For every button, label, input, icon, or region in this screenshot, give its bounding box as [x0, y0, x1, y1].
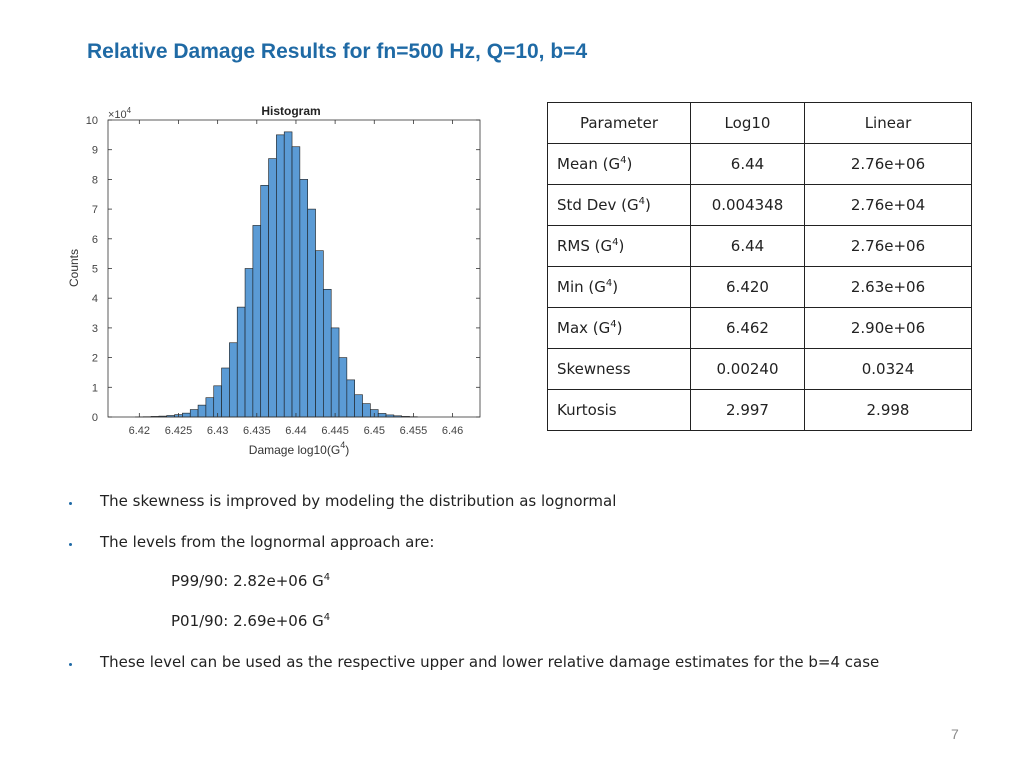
histogram-bar — [260, 185, 269, 418]
table-row: Kurtosis 2.997 2.998 — [547, 389, 972, 431]
parameter-name-cell: Mean (G4) — [547, 143, 691, 185]
table-row: Max (G4) 6.462 2.90e+06 — [547, 307, 972, 349]
linear-value-cell: 2.90e+06 — [804, 307, 972, 349]
y-tick-label: 8 — [92, 174, 98, 186]
p99-level: P99/90: 2.82e+06 G4 — [171, 572, 331, 590]
histogram-bar — [346, 379, 355, 418]
linear-value-cell: 2.998 — [804, 389, 972, 431]
bullet-levels: The levels from the lognormal approach a… — [100, 533, 435, 551]
parameter-name-cell: Std Dev (G4) — [547, 184, 691, 226]
y-tick-label: 5 — [92, 264, 98, 276]
bullet-skewness: The skewness is improved by modeling the… — [100, 492, 617, 510]
histogram-bar — [299, 179, 308, 418]
log10-value-cell: 6.44 — [690, 225, 805, 267]
table-header-row: Parameter Log10 Linear — [547, 102, 972, 144]
parameter-name-cell: RMS (G4) — [547, 225, 691, 267]
table-header-cell: Log10 — [690, 102, 805, 144]
histogram-bar — [276, 134, 285, 418]
histogram-bar — [252, 225, 262, 418]
slide-title: Relative Damage Results for fn=500 Hz, Q… — [87, 40, 588, 63]
bullet-marker — [69, 502, 72, 505]
histogram-bar — [330, 327, 340, 418]
log10-value-cell: 6.420 — [690, 266, 805, 308]
bullet-marker — [69, 663, 72, 666]
y-tick-label: 7 — [92, 204, 98, 216]
statistics-table: Parameter Log10 Linear Mean (G4) 6.44 2.76e+0… — [547, 102, 972, 431]
histogram-bar — [377, 413, 387, 418]
x-tick-label: 6.435 — [243, 425, 271, 437]
x-tick-label: 6.46 — [442, 425, 463, 437]
table-header-cell: Parameter — [547, 102, 691, 144]
histogram-bar — [268, 158, 277, 418]
histogram-bar — [362, 403, 371, 418]
histogram-bar — [182, 412, 191, 418]
parameter-name-cell: Min (G4) — [547, 266, 691, 308]
log10-value-cell: 2.997 — [690, 389, 805, 431]
y-axis-ticks: 0 1 2 3 4 5 6 7 8 9 10 — [86, 115, 480, 424]
histogram-bar — [338, 357, 348, 418]
histogram-bar — [244, 268, 254, 418]
histogram-bar — [205, 397, 215, 418]
linear-value-cell: 2.76e+06 — [804, 143, 972, 185]
x-tick-label: 6.425 — [165, 425, 193, 437]
bullet-marker — [69, 543, 72, 546]
x-tick-label: 6.44 — [285, 425, 306, 437]
x-axis-ticks: 6.42 6.425 6.43 6.435 6.44 6.445 6.45 6.455 6.46 — [129, 120, 463, 437]
page-number: 7 — [951, 726, 959, 742]
bullet-usage: These level can be used as the respectiv… — [100, 653, 880, 671]
chart-title: Histogram — [261, 104, 320, 118]
log10-value-cell: 0.004348 — [690, 184, 805, 226]
table-row: Std Dev (G4) 0.004348 2.76e+04 — [547, 184, 972, 226]
x-tick-label: 6.45 — [364, 425, 385, 437]
log10-value-cell: 0.00240 — [690, 348, 805, 390]
histogram-bar — [189, 409, 199, 418]
log10-value-cell: 6.44 — [690, 143, 805, 185]
parameter-name-cell: Skewness — [547, 348, 691, 390]
linear-value-cell: 2.76e+04 — [804, 184, 972, 226]
histogram-bar — [213, 385, 222, 418]
y-axis-label: Counts — [67, 249, 81, 287]
x-axis-label: Damage log10(G4) — [249, 440, 349, 457]
histogram-bar — [291, 146, 301, 418]
histogram-bar — [307, 208, 316, 418]
table-row: Mean (G4) 6.44 2.76e+06 — [547, 143, 972, 185]
x-tick-label: 6.42 — [129, 425, 150, 437]
y-tick-label: 4 — [92, 293, 98, 305]
y-tick-label: 9 — [92, 145, 98, 157]
histogram-bar — [354, 394, 363, 418]
log10-value-cell: 6.462 — [690, 307, 805, 349]
histogram-bar — [315, 250, 324, 418]
histogram-bar — [236, 306, 246, 418]
histogram-bars — [135, 131, 418, 418]
histogram-bar — [197, 404, 207, 418]
table-row: Skewness 0.00240 0.0324 — [547, 348, 972, 390]
linear-value-cell: 2.76e+06 — [804, 225, 972, 267]
y-tick-label: 2 — [92, 353, 98, 365]
histogram-chart: Histogram ×104 Counts Damage log10(G4) 6… — [67, 104, 481, 457]
table-row: Min (G4) 6.420 2.63e+06 — [547, 266, 972, 308]
y-tick-label: 1 — [92, 382, 98, 394]
table-row: RMS (G4) 6.44 2.76e+06 — [547, 225, 972, 267]
histogram-bar — [323, 288, 332, 418]
linear-value-cell: 2.63e+06 — [804, 266, 972, 308]
linear-value-cell: 0.0324 — [804, 348, 972, 390]
parameter-name-cell: Max (G4) — [547, 307, 691, 349]
histogram-bar — [221, 367, 230, 418]
table-header-cell: Linear — [804, 102, 972, 144]
y-tick-label: 10 — [86, 115, 98, 127]
y-tick-label: 6 — [92, 234, 98, 246]
p01-level: P01/90: 2.69e+06 G4 — [171, 612, 331, 630]
x-tick-label: 6.445 — [321, 425, 349, 437]
histogram-bar — [283, 131, 293, 418]
x-tick-label: 6.43 — [207, 425, 228, 437]
y-tick-label: 3 — [92, 323, 98, 335]
y-exponent-label: ×104 — [108, 106, 132, 121]
y-tick-label: 0 — [92, 412, 98, 424]
histogram-bar — [229, 342, 238, 418]
parameter-name-cell: Kurtosis — [547, 389, 691, 431]
x-tick-label: 6.455 — [400, 425, 428, 437]
